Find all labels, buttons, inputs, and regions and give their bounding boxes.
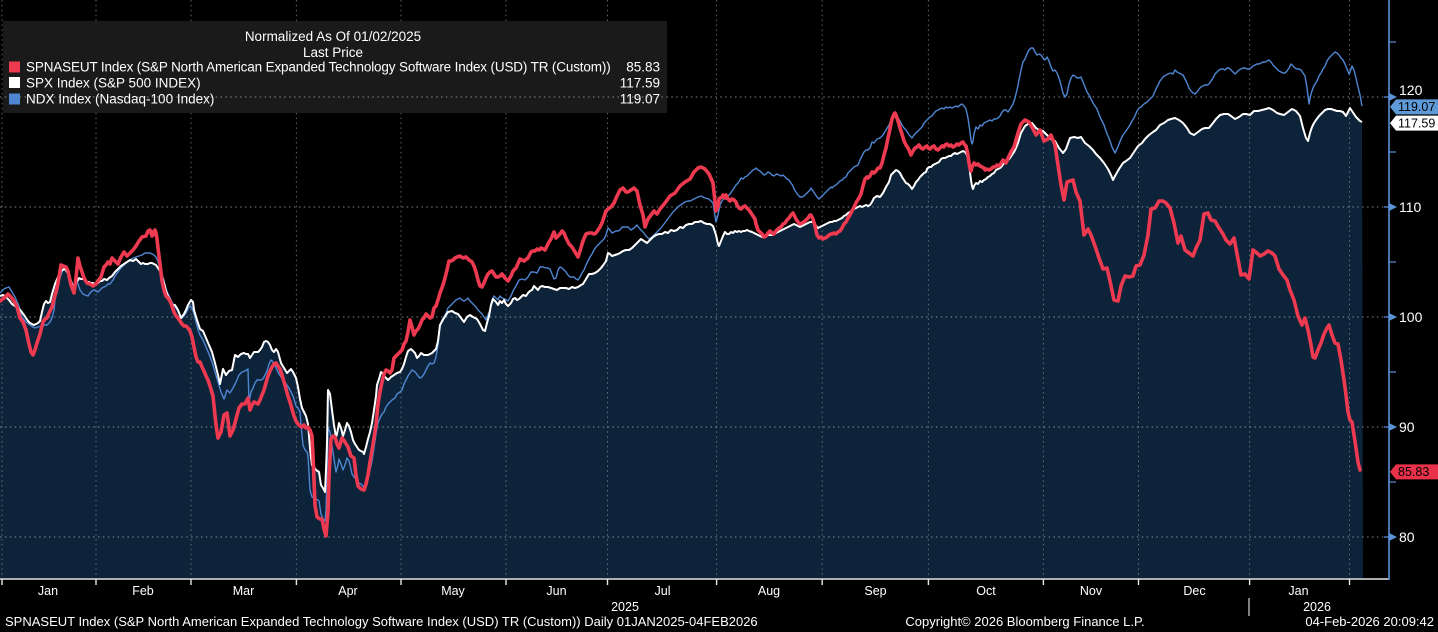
svg-text:117.59: 117.59 [1398,116,1435,130]
svg-text:120: 120 [1399,82,1423,98]
svg-text:Copyright© 2026 Bloomberg Fina: Copyright© 2026 Bloomberg Finance L.P. [905,614,1144,629]
svg-text:119.07: 119.07 [1398,100,1435,114]
svg-text:90: 90 [1399,419,1415,435]
svg-text:Jun: Jun [546,584,566,598]
svg-text:SPNASEUT Index (S&P North Amer: SPNASEUT Index (S&P North American Expan… [26,60,611,75]
svg-text:Nov: Nov [1080,584,1103,598]
svg-text:85.83: 85.83 [626,60,660,75]
svg-text:Last Price: Last Price [303,45,363,60]
svg-text:SPX Index (S&P 500 INDEX): SPX Index (S&P 500 INDEX) [26,76,201,91]
svg-text:04-Feb-2026 20:09:42: 04-Feb-2026 20:09:42 [1305,614,1434,629]
svg-text:SPNASEUT Index (S&P North Amer: SPNASEUT Index (S&P North American Expan… [5,614,758,629]
svg-text:NDX Index (Nasdaq-100 Index): NDX Index (Nasdaq-100 Index) [26,92,214,107]
svg-text:100: 100 [1399,309,1423,325]
svg-text:2025: 2025 [611,600,639,614]
svg-text:Dec: Dec [1183,584,1205,598]
svg-text:Jul: Jul [655,584,671,598]
svg-text:Oct: Oct [976,584,996,598]
svg-text:Apr: Apr [338,584,357,598]
svg-text:Feb: Feb [132,584,154,598]
svg-text:85.83: 85.83 [1398,465,1429,479]
svg-text:Sep: Sep [864,584,886,598]
svg-text:Aug: Aug [758,584,780,598]
svg-text:Normalized As Of 01/02/2025: Normalized As Of 01/02/2025 [245,29,421,44]
svg-text:2026: 2026 [1303,600,1331,614]
svg-text:May: May [441,584,465,598]
svg-text:Mar: Mar [233,584,255,598]
svg-text:Jan: Jan [1288,584,1308,598]
svg-text:110: 110 [1399,199,1422,215]
svg-text:80: 80 [1399,529,1415,545]
svg-text:119.07: 119.07 [620,92,660,107]
svg-text:117.59: 117.59 [620,76,660,91]
svg-text:Jan: Jan [38,584,58,598]
